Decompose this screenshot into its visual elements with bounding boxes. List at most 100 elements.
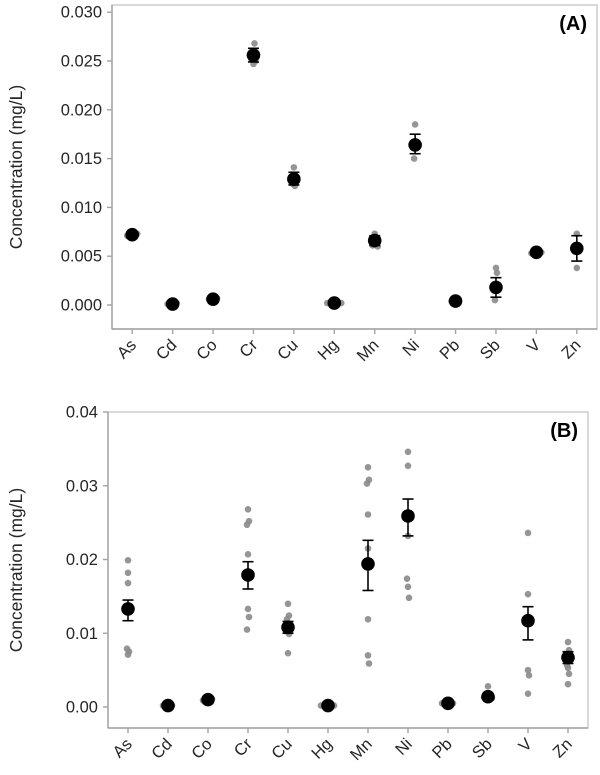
mean-point — [121, 602, 135, 616]
mean-point — [246, 48, 261, 62]
y-tick-label: 0.01 — [66, 625, 98, 643]
y-axis-title: Concentration (mg/L) — [6, 85, 26, 249]
panel-label: (B) — [550, 420, 578, 442]
mean-point — [361, 557, 375, 571]
y-tick-label: 0.04 — [66, 404, 98, 422]
replicate-point — [364, 464, 372, 471]
replicate-point — [245, 613, 253, 621]
replicate-point — [244, 551, 252, 558]
x-tick-label: Cr — [236, 336, 261, 361]
x-tick-label: Sb — [477, 336, 504, 363]
mean-point — [165, 297, 180, 311]
mean-point — [125, 227, 140, 242]
replicate-point — [363, 480, 371, 487]
replicate-point — [411, 121, 419, 128]
mean-point — [448, 294, 463, 308]
replicate-point — [244, 506, 252, 513]
replicate-point — [124, 651, 132, 658]
replicate-point — [565, 670, 573, 678]
plot-area — [107, 411, 589, 729]
x-tick-label: Pb — [436, 336, 463, 363]
y-tick-label: 0.00 — [66, 699, 98, 717]
mean-point — [481, 689, 495, 704]
x-tick-label: Mn — [354, 336, 383, 365]
replicate-point — [573, 264, 581, 272]
y-tick-label: 0.030 — [61, 4, 102, 22]
replicate-point — [524, 666, 532, 674]
mean-point — [489, 280, 503, 295]
mean-point — [367, 233, 382, 248]
x-tick-label: Co — [188, 735, 216, 763]
x-tick-label: Cu — [274, 336, 302, 364]
replicate-point — [524, 690, 532, 698]
replicate-point — [564, 638, 572, 646]
replicate-point — [524, 529, 532, 537]
y-tick-label: 0.015 — [61, 150, 102, 168]
x-tick-label: Ni — [399, 336, 423, 360]
replicate-point — [405, 594, 413, 602]
panel-label: (A) — [559, 13, 587, 35]
y-tick-label: 0.010 — [61, 199, 102, 217]
replicate-point — [124, 556, 132, 564]
x-tick-label: Co — [193, 336, 221, 364]
panel-a-chart: 0.000 0.005 0.010 0.015 0.020 0.025 0.030 As Cd C… — [6, 4, 598, 365]
x-tick-label: Ni — [392, 735, 416, 759]
mean-point — [281, 620, 295, 635]
replicate-point — [493, 269, 501, 277]
replicate-point — [404, 583, 412, 591]
mean-point — [401, 509, 415, 523]
mean-point — [408, 138, 422, 152]
y-tick-label: 0.025 — [61, 53, 102, 71]
x-tick-label: As — [109, 735, 135, 761]
replicate-point — [124, 569, 132, 577]
replicate-point — [365, 660, 373, 667]
mean-point — [441, 696, 455, 711]
x-tick-label: V — [515, 735, 536, 756]
x-tick-label: Mn — [347, 735, 376, 764]
replicate-point — [524, 590, 532, 598]
x-tick-label: Cd — [153, 336, 181, 364]
mean-point — [327, 296, 342, 310]
mean-point — [206, 292, 220, 306]
x-tick-label: Hg — [308, 735, 336, 763]
replicate-point — [484, 683, 492, 690]
replicate-point — [243, 521, 251, 529]
mean-point — [241, 568, 255, 582]
replicate-point — [525, 671, 533, 679]
replicate-point — [491, 296, 499, 304]
x-tick-label: As — [114, 336, 140, 362]
replicate-point — [243, 626, 251, 633]
y-tick-label: 0.02 — [66, 551, 98, 569]
replicate-point — [284, 649, 292, 657]
mean-point — [569, 241, 584, 256]
mean-point — [321, 698, 335, 713]
replicate-point — [251, 40, 258, 47]
x-tick-label: V — [524, 336, 545, 357]
panel-b-chart: 0.00 0.01 0.02 0.03 0.04 As Cd Co Cr Cu Hg Mn Ni Pb Sb… — [6, 404, 589, 764]
x-tick-label: Sb — [469, 735, 496, 762]
mean-point — [161, 698, 175, 713]
x-tick-label: Zn — [558, 336, 584, 362]
mean-point — [201, 692, 215, 707]
y-tick-label: 0.000 — [61, 297, 102, 315]
replicate-point — [124, 579, 132, 587]
replicate-point — [244, 605, 252, 613]
replicate-point — [410, 155, 418, 162]
x-tick-label: Zn — [549, 735, 575, 761]
y-axis-title: Concentration (mg/L) — [6, 488, 26, 652]
replicate-point — [290, 164, 298, 171]
mean-point — [561, 650, 575, 665]
mean-point — [287, 172, 301, 186]
y-tick-label: 0.020 — [61, 101, 102, 119]
x-tick-label: Cd — [148, 735, 176, 763]
plot-area — [111, 4, 598, 330]
replicate-point — [404, 448, 412, 456]
replicate-point — [404, 462, 412, 470]
replicate-point — [564, 664, 572, 672]
mean-point — [521, 613, 535, 628]
x-tick-label: Cu — [268, 735, 296, 763]
replicate-point — [364, 652, 372, 659]
x-tick-label: Cr — [231, 735, 256, 760]
x-tick-label: Hg — [314, 336, 342, 364]
